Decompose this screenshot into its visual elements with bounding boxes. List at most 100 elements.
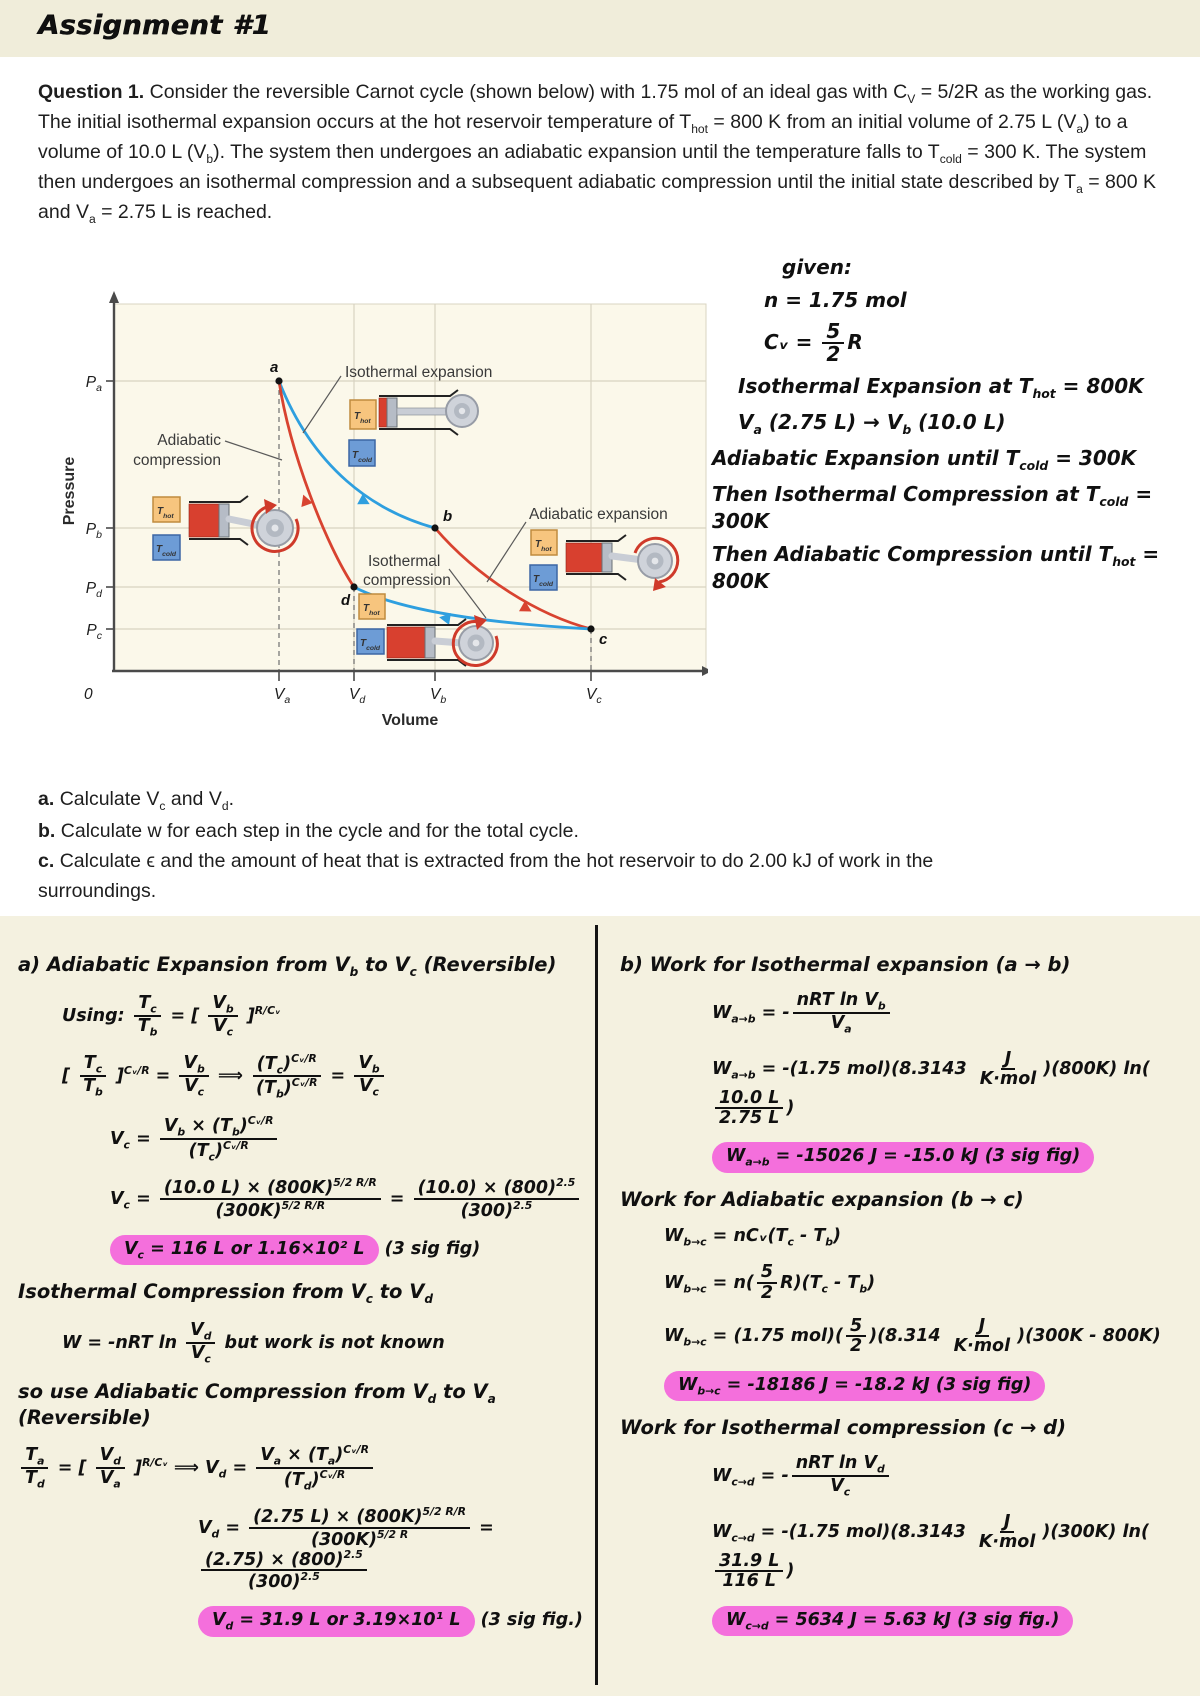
result-line: Vd = 31.9 L or 3.19×10¹ L (3 sig fig.) xyxy=(198,1606,584,1637)
t-cold-label: Tcold xyxy=(533,574,554,588)
x-axis-arrow-icon xyxy=(702,666,712,676)
text-segment: [ Tc Tb ]Cᵥ/R = Vb Vc ⟹ (Tc)Cᵥ/R (Tb)Cᵥ/R =… xyxy=(62,1052,387,1100)
work-line: [ Tc Tb ]Cᵥ/R = Vb Vc ⟹ (Tc)Cᵥ/R (Tb)Cᵥ/R =… xyxy=(62,1052,584,1100)
fraction: (10.0) × (800)2.5 (300)2.5 xyxy=(413,1177,580,1220)
work-line: Work for Adiabatic expansion (b → c) xyxy=(620,1188,1194,1211)
arrow-a-to-b-icon xyxy=(357,493,370,505)
highlighted-result: Vd = 31.9 L or 3.19×10¹ L xyxy=(198,1606,475,1637)
given-line: n = 1.75 mol xyxy=(764,288,1194,312)
text-segment: Wa→b = -(1.75 mol)(8.3143 J K·mol)(800K) … xyxy=(712,1048,1150,1128)
callout-lines xyxy=(224,375,527,619)
plot-area xyxy=(113,303,707,672)
fraction: Va × (Ta)Cᵥ/R (Td)Cᵥ/R xyxy=(256,1444,373,1491)
work-line: Vd = (2.75 L) × (800K)5/2 R/R (300K)5/2 R… xyxy=(198,1506,584,1591)
text-segment: n = 1.75 mol xyxy=(764,288,907,312)
fraction: (10.0 L) × (800K)5/2 R/R (300K)5/2 R/R xyxy=(159,1177,381,1220)
fraction: Vb Vc xyxy=(354,1054,384,1098)
fraction: (2.75 L) × (800K)5/2 R/R (300K)5/2 R xyxy=(249,1506,471,1549)
work-line: a) Adiabatic Expansion from Vb to Vc (Re… xyxy=(18,953,584,979)
adiabatic-compression-curve xyxy=(277,380,356,588)
text-segment: Wb→c = nCᵥ(Tc - Tb) xyxy=(664,1225,842,1249)
fraction: Vd Vc xyxy=(186,1321,216,1365)
text-segment: Wa→b = - nRT ln Vb Va xyxy=(712,991,893,1035)
arrow-b-to-c-icon xyxy=(519,600,532,612)
fraction: Tc Tb xyxy=(79,1054,107,1098)
y-tick-pb: Pb xyxy=(86,521,102,541)
work-line: b) Work for Isothermal expansion (a → b) xyxy=(620,953,1194,976)
item-a-label: a. xyxy=(38,788,55,810)
x-tick-vb: Vb xyxy=(430,686,446,706)
work-line: Wb→c = nCᵥ(Tc - Tb) xyxy=(664,1226,1194,1249)
item-c-label: c. xyxy=(38,849,55,872)
work-area-background xyxy=(0,916,1200,1696)
state-points xyxy=(275,377,595,633)
y-axis-title: Pressure xyxy=(61,457,78,526)
text-segment: Isothermal Compression from Vc to Vd xyxy=(18,1280,433,1307)
text-segment: Wc→d = - nRT ln Vd Vc xyxy=(712,1454,892,1498)
adiabatic-expansion-curve xyxy=(433,527,592,631)
text-segment: (3 sig fig.) xyxy=(474,1610,583,1631)
given-line: Va (2.75 L) → Vb (10.0 L) xyxy=(738,410,1194,437)
item-c: c. Calculate ϵ and the amount of heat th… xyxy=(38,846,1038,906)
y-tick-pd: Pd xyxy=(86,580,103,600)
result-line: Vc = 116 L or 1.16×10² L (3 sig fig) xyxy=(110,1234,584,1266)
rotation-arrow-icon xyxy=(250,504,300,553)
piston-state-a: Thot Tcold xyxy=(152,495,300,561)
question-items: a. Calculate Vc and Vd. b. Calculate w f… xyxy=(38,784,1038,906)
point-a-label: a xyxy=(270,359,278,376)
fraction: 31.9 L 116 L xyxy=(715,1551,784,1591)
item-a: a. Calculate Vc and Vd. xyxy=(38,784,1038,816)
fraction: Ta Td xyxy=(21,1446,49,1490)
work-line: Wa→b = -(1.75 mol)(8.3143 J K·mol)(800K) … xyxy=(712,1048,1194,1128)
work-line: Ta Td = [ Vd Va ]R/Cᵥ ⟹ Vd = Va × (Ta)Cᵥ/R… xyxy=(18,1444,584,1491)
item-c-text: Calculate ϵ and the amount of heat that … xyxy=(38,849,934,903)
t-hot-label: Thot xyxy=(535,539,552,553)
x-tick-va: Va xyxy=(274,686,290,706)
work-line: Wa→b = - nRT ln Vb Va xyxy=(712,991,1194,1035)
work-line: Work for Isothermal compression (c → d) xyxy=(620,1416,1194,1439)
t-cold-label: Tcold xyxy=(156,544,177,558)
t-hot-label: Thot xyxy=(354,411,371,425)
adiabatic-compression-label-2: compression xyxy=(133,452,221,469)
fraction: nRT ln Vb Va xyxy=(792,991,890,1035)
carnot-cycle-figure: a b c d Isothermal expansion Adiabatic c… xyxy=(58,253,712,733)
work-line: Wc→d = -(1.75 mol)(8.3143 J K·mol)(300K) … xyxy=(712,1513,1194,1591)
text-segment: given: xyxy=(782,255,853,279)
point-c-label: c xyxy=(599,631,608,648)
t-cold-label: Tcold xyxy=(352,450,373,464)
t-hot-label: Thot xyxy=(363,603,380,617)
work-line: Wb→c = n(5 2 R)(Tc - Tb) xyxy=(664,1263,1194,1302)
point-b-label: b xyxy=(443,508,452,525)
piston-state-b: Thot Tcold xyxy=(348,389,479,467)
title-band xyxy=(0,0,1200,57)
text-segment: Ta Td = [ Vd Va ]R/Cᵥ ⟹ Vd = Va × (Ta)Cᵥ/R… xyxy=(18,1444,376,1491)
fraction: Vb Vc xyxy=(208,994,238,1038)
text-segment: Work for Adiabatic expansion (b → c) xyxy=(620,1187,1024,1211)
text-segment: Vc = Vb × (Tb)Cᵥ/R (Tc)Cᵥ/R xyxy=(110,1115,280,1162)
pv-diagram: a b c d Isothermal expansion Adiabatic c… xyxy=(61,291,712,729)
text-segment: b) Work for Isothermal expansion (a → b) xyxy=(620,953,1071,976)
text-segment: Work for Isothermal compression (c → d) xyxy=(620,1416,1067,1440)
fraction: Vb × (Tb)Cᵥ/R (Tc)Cᵥ/R xyxy=(159,1115,278,1162)
given-line: Then Adiabatic Compression until Thot = … xyxy=(712,542,1194,593)
item-a-text: Calculate Vc and Vd. xyxy=(59,788,234,813)
fraction: Vb Vc xyxy=(179,1054,209,1098)
text-segment: a) Adiabatic Expansion from Vb to Vc (Re… xyxy=(18,953,557,979)
y-tick-pc: Pc xyxy=(86,622,102,642)
adiabatic-compression-label-1: Adiabatic xyxy=(157,432,221,449)
page-title: Assignment #1 xyxy=(38,10,271,41)
x-axis-title: Volume xyxy=(382,712,439,729)
item-b-text: Calculate w for each step in the cycle a… xyxy=(60,819,579,842)
fraction: J K·mol xyxy=(978,1512,1036,1553)
work-line: so use Adiabatic Compression from Vd to … xyxy=(18,1380,584,1429)
given-line: given: xyxy=(782,255,1194,279)
isothermal-expansion-curve xyxy=(277,380,436,530)
column-divider xyxy=(595,925,598,1685)
origin-label: 0 xyxy=(84,686,93,703)
